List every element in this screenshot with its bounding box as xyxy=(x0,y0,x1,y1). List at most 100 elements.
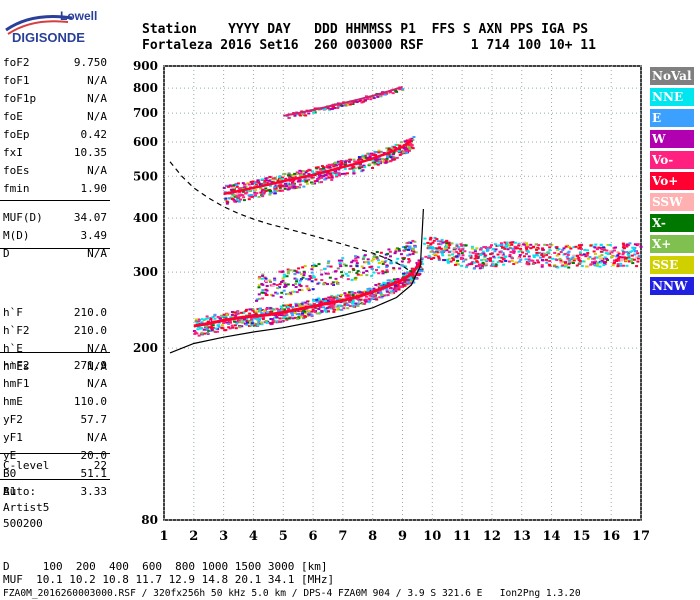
echo-point xyxy=(257,293,261,296)
echo-point xyxy=(330,178,334,181)
echo-point xyxy=(513,241,517,244)
echo-point xyxy=(577,244,581,247)
echo-point xyxy=(400,282,404,285)
echo-point xyxy=(260,282,264,285)
echo-point xyxy=(338,295,342,298)
echo-point xyxy=(435,250,439,253)
echo-point xyxy=(197,320,201,323)
x-tick-label: 1 xyxy=(159,529,168,544)
echo-point xyxy=(395,278,399,281)
echo-point xyxy=(377,262,381,265)
echo-point xyxy=(555,259,559,262)
echo-point xyxy=(377,282,381,285)
echo-point xyxy=(406,254,410,257)
echo-point xyxy=(451,257,455,260)
echo-point xyxy=(226,185,230,188)
echo-point xyxy=(300,273,304,276)
echo-point xyxy=(322,298,326,301)
echo-point xyxy=(616,265,620,268)
echo-point xyxy=(432,251,436,254)
echo-point xyxy=(358,100,362,103)
echo-point xyxy=(407,272,411,275)
echo-point xyxy=(307,311,311,314)
echo-point xyxy=(572,259,576,262)
echo-point xyxy=(398,267,402,270)
echo-point xyxy=(322,175,326,178)
echo-point xyxy=(382,283,386,286)
echo-point xyxy=(335,280,339,283)
echo-point xyxy=(359,165,363,168)
echo-point xyxy=(630,250,634,253)
echo-point xyxy=(337,171,341,174)
echo-point xyxy=(420,270,424,273)
echo-point xyxy=(362,164,366,167)
echo-point xyxy=(341,257,345,260)
echo-point xyxy=(356,273,360,276)
echo-point xyxy=(423,242,427,245)
echo-point xyxy=(231,198,235,201)
echo-point xyxy=(461,254,465,257)
echo-point xyxy=(627,260,631,263)
echo-point xyxy=(207,329,211,332)
echo-point xyxy=(370,265,374,268)
echo-point xyxy=(402,265,406,268)
echo-point xyxy=(269,280,273,283)
echo-point xyxy=(356,270,360,273)
echo-point xyxy=(300,170,304,173)
echo-point xyxy=(303,315,307,318)
echo-point xyxy=(617,257,621,260)
echo-point xyxy=(376,259,380,262)
echo-point xyxy=(283,314,287,317)
echo-point xyxy=(276,179,280,182)
echo-point xyxy=(531,259,535,262)
echo-point xyxy=(388,255,392,258)
echo-point xyxy=(291,317,295,320)
echo-point xyxy=(428,238,432,241)
param-label: D xyxy=(3,247,10,260)
param-row: foEs N/A xyxy=(3,164,107,178)
echo-point xyxy=(486,257,490,260)
echo-point xyxy=(313,182,317,185)
echo-point xyxy=(264,312,268,315)
echo-point xyxy=(297,271,301,274)
echo-point xyxy=(232,184,236,187)
echo-point xyxy=(447,254,451,257)
echo-point xyxy=(310,268,314,271)
echo-point xyxy=(281,270,285,273)
echo-point xyxy=(340,308,344,311)
echo-point xyxy=(306,287,310,290)
param-value: 3.49 xyxy=(80,229,108,242)
echo-point xyxy=(275,320,279,323)
echo-point xyxy=(483,255,487,258)
x-tick-label: 14 xyxy=(543,529,561,544)
echo-point xyxy=(389,287,393,290)
echo-point xyxy=(256,324,260,327)
echo-point xyxy=(370,288,374,291)
echo-point xyxy=(214,330,218,333)
echo-point xyxy=(322,306,326,309)
echo-point xyxy=(549,243,553,246)
echo-point xyxy=(378,95,382,98)
echo-point xyxy=(307,310,311,313)
echo-point xyxy=(286,283,290,286)
echo-point xyxy=(437,259,441,262)
echo-point xyxy=(559,259,563,262)
echo-point xyxy=(353,292,357,295)
echo-point xyxy=(429,250,433,253)
echo-point xyxy=(352,169,356,172)
echo-point xyxy=(291,284,295,287)
echo-point xyxy=(319,174,323,177)
echo-point xyxy=(302,185,306,188)
echo-point xyxy=(227,326,231,329)
echo-point xyxy=(235,311,239,314)
echo-point xyxy=(302,271,306,274)
echo-point xyxy=(253,182,257,185)
echo-point xyxy=(300,289,304,292)
echo-point xyxy=(330,176,334,179)
echo-point xyxy=(348,103,352,106)
param-row: yF2 57.7 xyxy=(3,413,107,427)
echo-point xyxy=(510,243,514,246)
echo-point xyxy=(436,240,440,243)
echo-point xyxy=(500,244,504,247)
echo-point xyxy=(595,256,599,259)
